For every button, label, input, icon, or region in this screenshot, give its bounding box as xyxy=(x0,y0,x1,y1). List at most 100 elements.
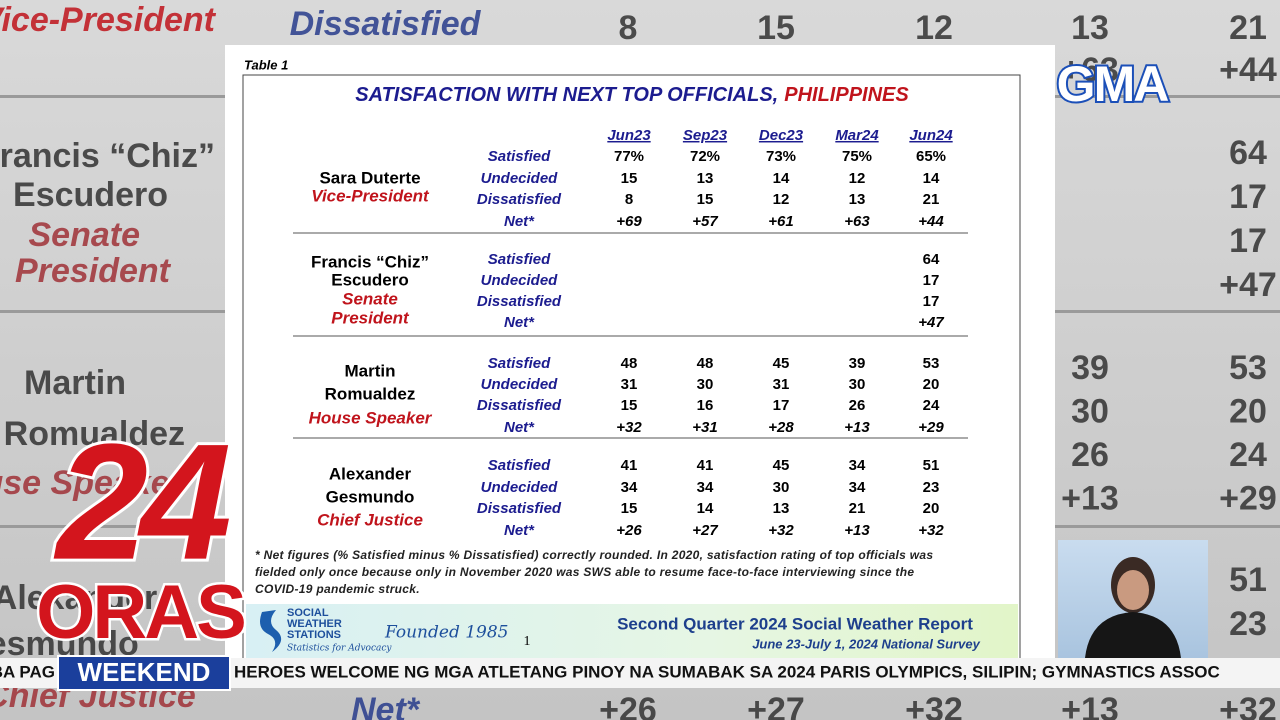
row-label: Satisfied xyxy=(488,148,551,165)
cell-value: +32 xyxy=(616,419,642,436)
cell-value: 15 xyxy=(697,191,714,208)
bg-value: +29 xyxy=(1219,479,1277,517)
cell-value: 14 xyxy=(923,170,940,187)
cell-value: +44 xyxy=(918,213,944,230)
cell-value: 21 xyxy=(849,500,866,517)
footer-band xyxy=(246,604,1018,658)
row-label: Dissatisfied xyxy=(477,293,562,310)
cell-value: 13 xyxy=(849,191,866,208)
edition-box xyxy=(57,655,231,691)
channel-logo: GMA xyxy=(1057,56,1169,112)
cell-value: 12 xyxy=(773,191,790,208)
official-name: Alexander xyxy=(329,464,412,483)
org-name: WEATHER xyxy=(287,618,342,630)
bg-text: Francis “Chiz” xyxy=(0,137,215,175)
sws-logo-mark xyxy=(260,610,282,652)
founded: Founded 1985 xyxy=(384,623,509,643)
show-number: 24 xyxy=(53,410,229,594)
ticker-prev: BA PAG xyxy=(0,662,55,681)
cell-value: 30 xyxy=(697,376,714,393)
cell-value: 34 xyxy=(849,479,866,496)
row-label: Net* xyxy=(504,419,535,436)
bg-text: President xyxy=(15,252,172,290)
cell-value: 30 xyxy=(773,479,790,496)
cell-value: 48 xyxy=(697,355,714,372)
row-label: Dissatisfied xyxy=(477,191,562,208)
bg-value: 64 xyxy=(1229,134,1267,172)
column-header: Jun23 xyxy=(607,127,651,144)
cell-value: 45 xyxy=(773,355,790,372)
bg-text: Vice-President xyxy=(0,1,217,39)
bg-value: +63 xyxy=(1061,51,1119,89)
cell-value: 48 xyxy=(621,355,638,372)
cell-value: +29 xyxy=(918,419,944,436)
cell-value: 34 xyxy=(849,457,866,474)
cell-value: +31 xyxy=(692,419,717,436)
bg-value: 12 xyxy=(915,9,953,47)
edition: WEEKEND xyxy=(78,657,211,687)
bg-value: +32 xyxy=(1219,691,1277,720)
cell-value: 31 xyxy=(773,376,790,393)
official-name: Escudero xyxy=(331,270,408,289)
cell-value: +47 xyxy=(918,314,944,331)
bg-value: 24 xyxy=(1229,436,1267,474)
cell-value: +32 xyxy=(768,522,794,539)
bg-text: Escudero xyxy=(13,176,168,214)
row-label: Net* xyxy=(504,522,535,539)
bg-text: Senate xyxy=(29,216,141,254)
bg-value: 8 xyxy=(619,9,638,47)
cell-value: 14 xyxy=(697,500,714,517)
row-label: Undecided xyxy=(481,479,559,496)
bg-text: Dissatisfied xyxy=(290,5,482,43)
tagline: Statistics for Advocacy xyxy=(287,644,392,654)
bg-text: Martin xyxy=(24,364,126,402)
cell-value: +27 xyxy=(692,522,718,539)
column-header: Mar24 xyxy=(835,127,879,144)
cell-value: 73% xyxy=(766,148,796,165)
column-header: Sep23 xyxy=(683,127,728,144)
bg-value: +47 xyxy=(1219,266,1277,304)
cell-value: 41 xyxy=(697,457,714,474)
bg-value: 17 xyxy=(1229,178,1267,216)
cell-value: 21 xyxy=(923,191,940,208)
title-main: SATISFACTION WITH NEXT TOP OFFICIALS, xyxy=(355,84,778,106)
org-name: SOCIAL xyxy=(287,607,329,619)
interpreter-body xyxy=(1085,612,1181,658)
title: SATISFACTION WITH NEXT TOP OFFICIALS, PHI… xyxy=(355,84,909,106)
cell-value: 77% xyxy=(614,148,644,165)
org-name: STATIONS xyxy=(287,629,341,641)
official-name: Francis “Chiz” xyxy=(311,252,429,271)
cell-value: 24 xyxy=(923,397,940,414)
bg-value: 20 xyxy=(1229,392,1267,430)
bg-value: 23 xyxy=(1229,605,1267,643)
report-title: Second Quarter 2024 Social Weather Repor… xyxy=(617,614,973,633)
ticker: HEROES WELCOME NG MGA ATLETANG PINOY NA … xyxy=(234,662,1220,681)
bg-value: 53 xyxy=(1229,349,1267,387)
document-panel xyxy=(225,45,1055,660)
cell-value: 31 xyxy=(621,376,638,393)
cell-value: 17 xyxy=(923,272,940,289)
official-position: President xyxy=(331,308,410,327)
cell-value: 13 xyxy=(773,500,790,517)
cell-value: 17 xyxy=(773,397,790,414)
bg-text: Net* xyxy=(351,691,421,720)
official-position: Vice-President xyxy=(311,186,430,205)
row-label: Dissatisfied xyxy=(477,500,562,517)
official-name: Sara Duterte xyxy=(319,168,420,187)
cell-value: +28 xyxy=(768,419,794,436)
cell-value: 51 xyxy=(923,457,940,474)
cell-value: 17 xyxy=(923,293,940,310)
bg-value: +13 xyxy=(1061,691,1119,720)
cell-value: +69 xyxy=(616,213,642,230)
cell-value: 8 xyxy=(625,191,633,208)
bg-value: +44 xyxy=(1219,51,1277,89)
bg-value: 26 xyxy=(1071,436,1109,474)
document: Table 1 SATISFACTION WITH NEXT TOP OFFICI… xyxy=(244,57,968,596)
row-label: Undecided xyxy=(481,376,559,393)
cell-value: 64 xyxy=(923,251,940,268)
bg-value: 17 xyxy=(1229,222,1267,260)
row-label: Undecided xyxy=(481,272,559,289)
bg-value: 15 xyxy=(757,9,795,47)
